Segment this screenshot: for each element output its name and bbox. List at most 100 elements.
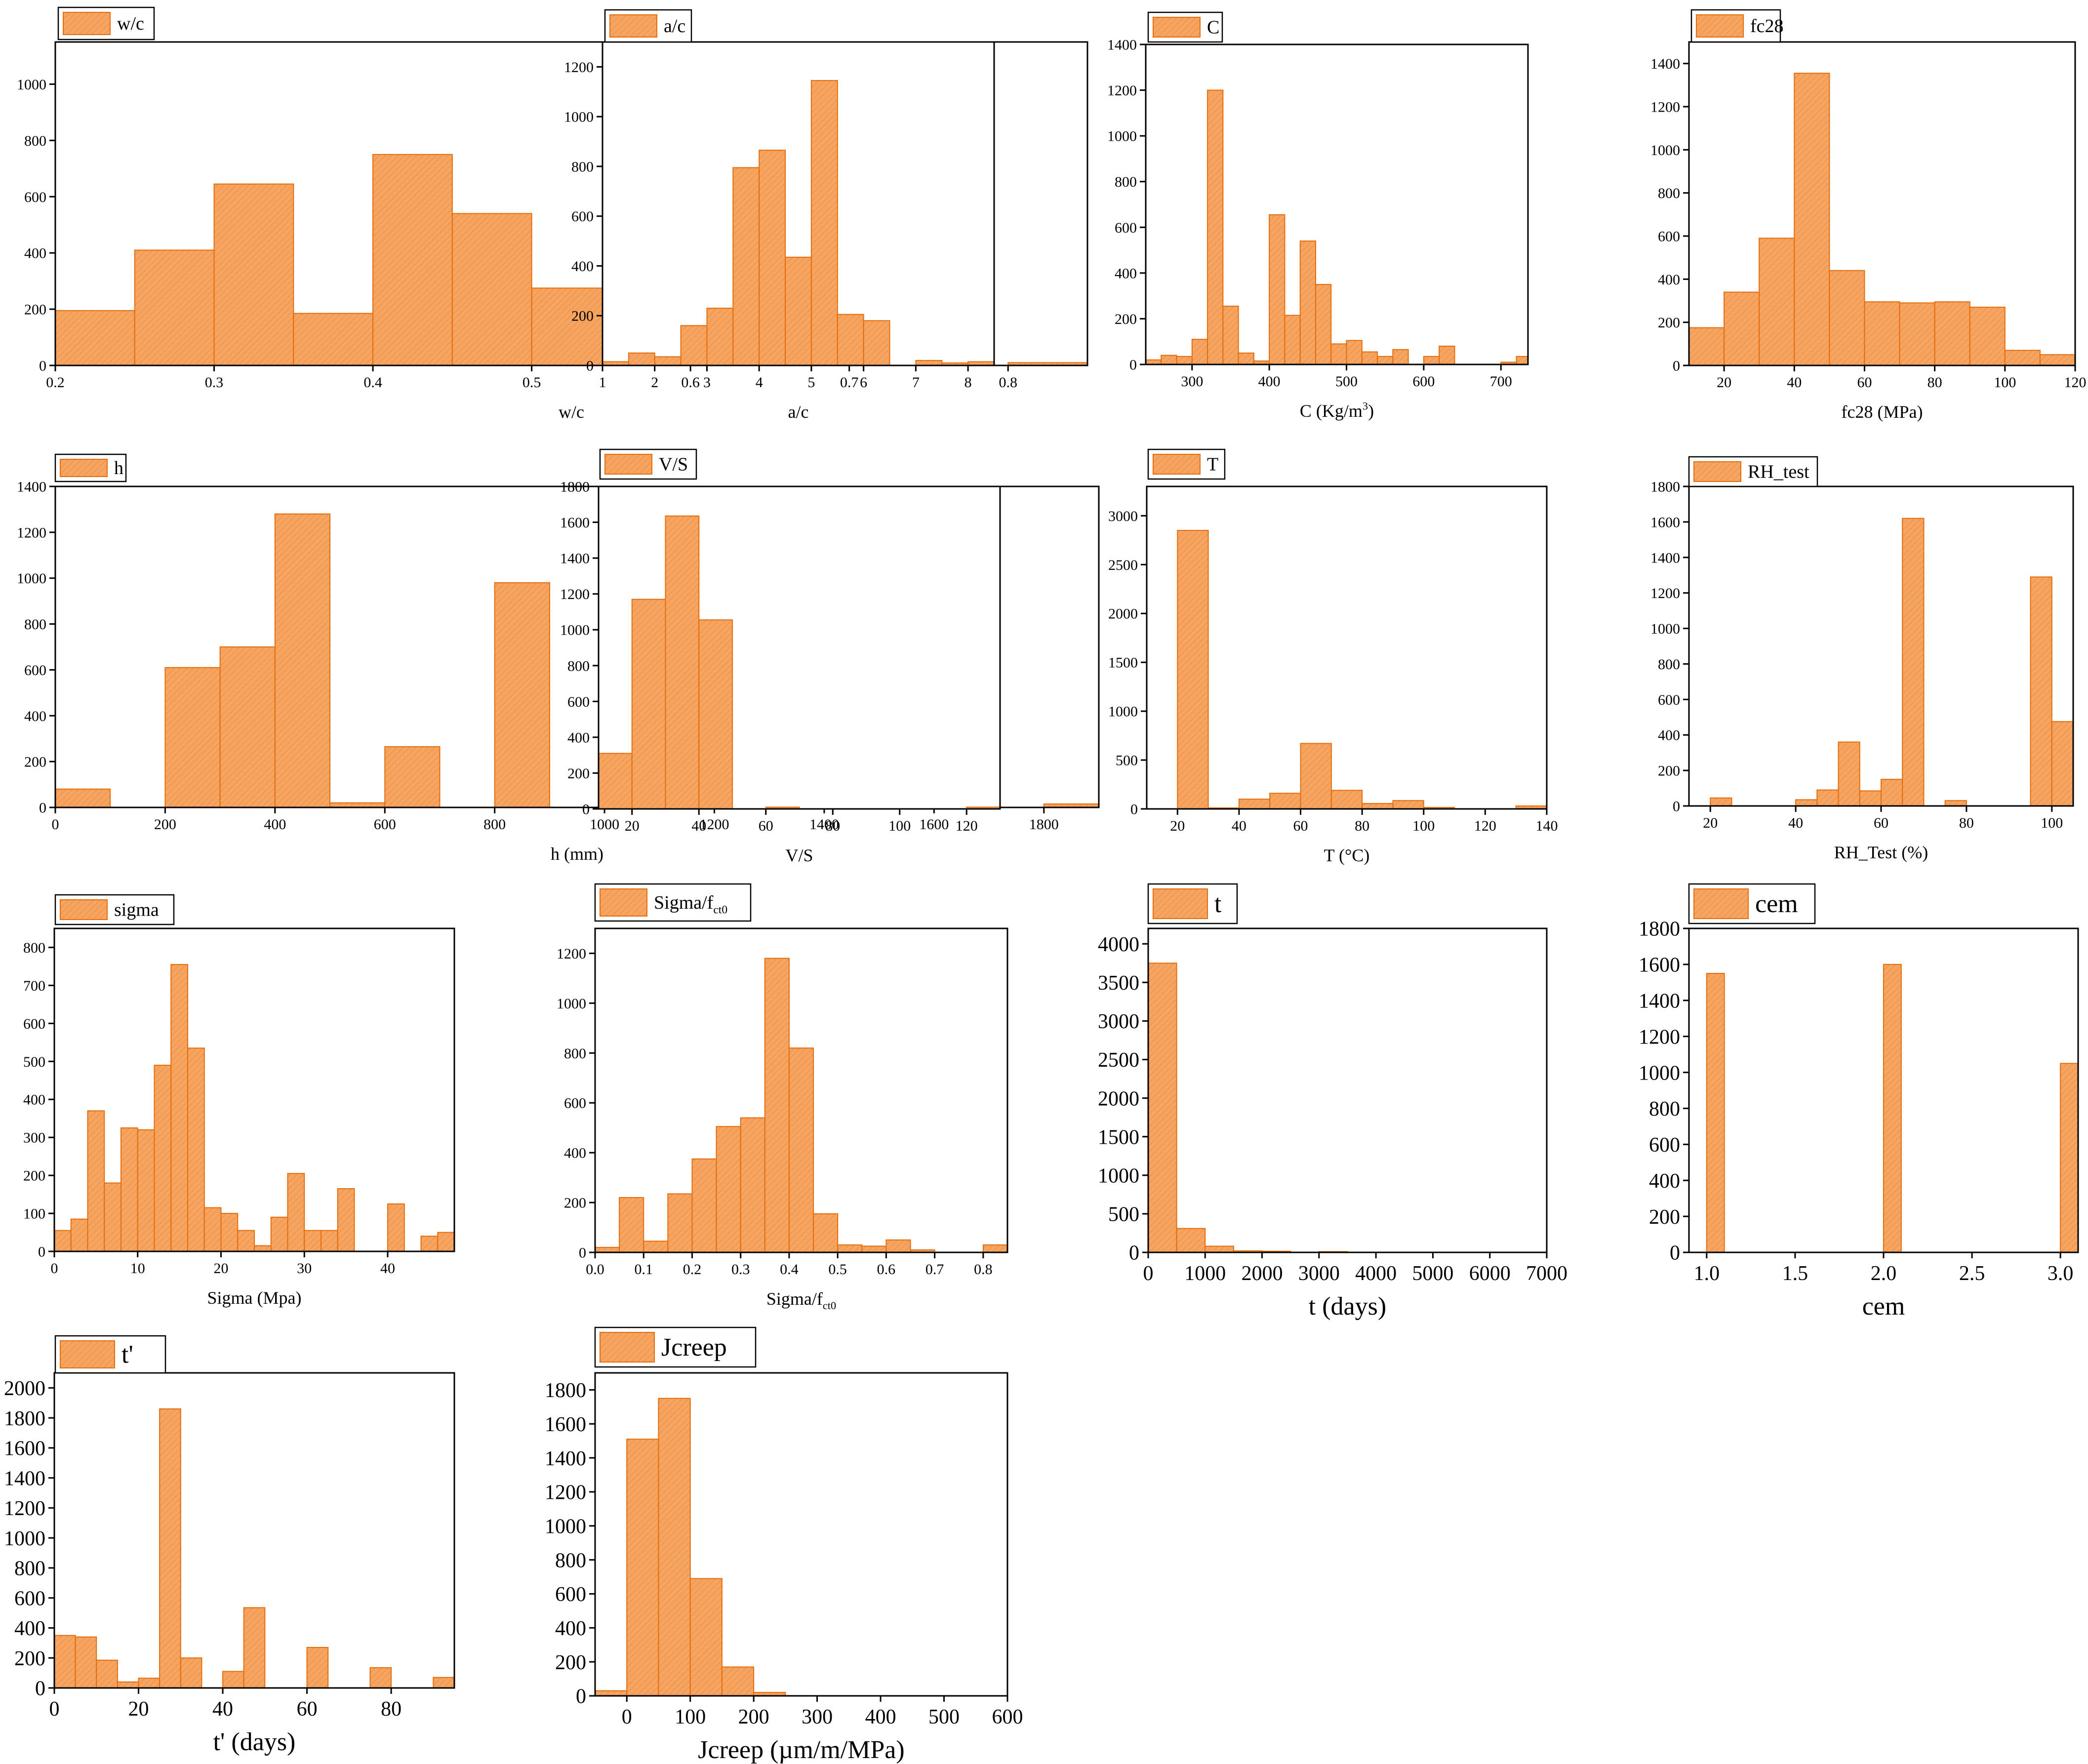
histogram-bar: [219, 646, 276, 808]
y-tick-label: 1200: [4, 1497, 45, 1520]
histogram-bar: [982, 1244, 1008, 1253]
y-tick-label: 600: [1658, 692, 1680, 708]
histogram-bar: [1346, 340, 1363, 365]
y-tick-label: 0: [1670, 1242, 1680, 1265]
histogram-bar: [369, 1667, 392, 1688]
legend-label: C: [1207, 17, 1219, 38]
histogram-sigma: 0 100 200 300 400 500 600 700 800 0 10 20 30 40 Sigma …: [23, 894, 455, 1308]
legend: T: [1147, 448, 1226, 480]
axis-frame: [1146, 485, 1548, 810]
histogram-bar: [384, 746, 441, 808]
x-tick-label: 800: [483, 816, 506, 833]
y-tick-label: 500: [23, 1054, 45, 1070]
legend: V/S: [599, 448, 697, 480]
y-tick-label: 1800: [545, 1379, 586, 1402]
histogram-bar: [1176, 356, 1193, 365]
histogram-bar: [1969, 307, 2006, 366]
x-tick-label: 0.4: [780, 1261, 799, 1278]
x-tick-label: 5: [807, 374, 815, 391]
x-tick-label: 120: [1474, 818, 1496, 834]
histogram-sigma-fct0: 0 200 400 600 800 1000 1200 0.0 0.1 0.2 0.3 0.4 0.5 0…: [557, 883, 1008, 1312]
histogram-bar: [721, 1666, 755, 1696]
x-tick-label: 1400: [809, 816, 839, 833]
x-tick-label: 2.5: [1959, 1262, 1985, 1285]
x-tick-label: 60: [1857, 374, 1872, 391]
histogram-bar: [1148, 962, 1177, 1253]
histogram-a-c: 0 200 400 600 800 1000 1200 1 2 3 4 5 6 7 8 a/c a/c: [564, 9, 995, 422]
histogram-bar: [764, 958, 790, 1253]
y-tick-label: 400: [1658, 727, 1680, 744]
histogram-bar: [1439, 345, 1455, 365]
histogram-jcreep: 0 200 400 600 800 1000 1200 1400 1600 1800 0 100 200…: [545, 1326, 1023, 1764]
y-tick-label: 1000: [17, 77, 46, 93]
x-tick-label: 6000: [1469, 1262, 1511, 1285]
x-tick-label: 40: [380, 1260, 395, 1277]
y-tick-label: 1000: [1108, 704, 1138, 720]
x-tick-label: 300: [1181, 373, 1203, 390]
x-axis-label-superscript: 3: [1363, 400, 1368, 412]
histogram-bar: [54, 1635, 76, 1689]
y-tick-label: 600: [1658, 229, 1680, 245]
y-tick-label: 0: [1130, 802, 1138, 818]
x-tick-label: 200: [154, 816, 176, 833]
histogram-bar: [667, 1193, 693, 1253]
legend-label: Jcreep: [661, 1333, 727, 1362]
histogram-bar: [595, 1246, 620, 1253]
histogram-bar: [1392, 800, 1424, 809]
histogram-bar: [96, 1659, 118, 1688]
histogram-rh-test: 0 200 400 600 800 1000 1200 1400 1600 1800 20 40 60 8…: [1650, 456, 2074, 862]
legend: RH_test: [1688, 456, 1818, 487]
y-tick-label: 1500: [1098, 1126, 1139, 1149]
x-tick-label: 4000: [1355, 1262, 1397, 1285]
histogram-bar: [1934, 301, 1970, 366]
x-tick-label: 400: [264, 816, 286, 833]
y-tick-label: 800: [1115, 174, 1137, 190]
x-tick-label: 1000: [1184, 1262, 1226, 1285]
legend: t': [54, 1335, 166, 1374]
histogram-bar: [1269, 793, 1301, 809]
x-tick-label: 40: [1787, 374, 1802, 391]
axis-frame: [54, 485, 1100, 808]
x-tick-label: 600: [992, 1706, 1023, 1728]
legend-label: cem: [1755, 890, 1798, 918]
histogram-bar: [1859, 790, 1882, 807]
histogram-bar: [1177, 530, 1209, 809]
histogram-bar: [55, 788, 111, 808]
x-tick-label: 60: [1293, 818, 1308, 834]
y-tick-label: 1000: [545, 1515, 586, 1538]
y-tick-label: 400: [555, 1617, 586, 1640]
histogram-bar: [222, 1671, 244, 1689]
histogram-t: 0 500 1000 1500 2000 2500 3000 20 40 60 80 100 120 14…: [1108, 448, 1558, 865]
histogram-bar: [433, 1677, 455, 1689]
histogram-bar: [732, 167, 760, 366]
y-tick-label: 400: [1115, 265, 1137, 281]
y-tick-label: 1000: [560, 622, 590, 639]
histogram-bar: [75, 1636, 97, 1689]
x-tick-label: 100: [2041, 815, 2063, 831]
y-tick-label: 400: [14, 1617, 45, 1640]
x-tick-label: 20: [128, 1698, 149, 1721]
legend-swatch: [1696, 14, 1744, 38]
histogram-bar: [654, 356, 682, 366]
histogram-bar: [120, 1127, 138, 1252]
histogram-bar: [137, 1129, 155, 1252]
x-tick-label: 1.5: [1782, 1262, 1808, 1285]
y-tick-label: 1400: [4, 1467, 45, 1490]
y-tick-label: 1200: [17, 524, 46, 541]
histogram-bar: [861, 1245, 887, 1253]
x-axis-label: t (days): [1309, 1292, 1386, 1321]
histogram-bar: [1864, 301, 1900, 366]
histogram-bar: [164, 667, 221, 808]
histogram-bar: [1176, 1228, 1206, 1253]
histogram-bar: [337, 1188, 355, 1252]
x-tick-label: 4: [756, 374, 763, 391]
x-tick-label: 0.5: [522, 374, 541, 391]
x-tick-label: 40: [212, 1698, 233, 1721]
histogram-bar: [915, 360, 943, 366]
y-tick-label: 400: [1649, 1170, 1680, 1193]
x-axis-label: T (°C): [1324, 845, 1370, 865]
y-tick-label: 200: [555, 1651, 586, 1674]
legend-label: sigma: [114, 900, 159, 921]
histogram-bar: [220, 1213, 239, 1252]
histogram-bar: [54, 1230, 72, 1252]
